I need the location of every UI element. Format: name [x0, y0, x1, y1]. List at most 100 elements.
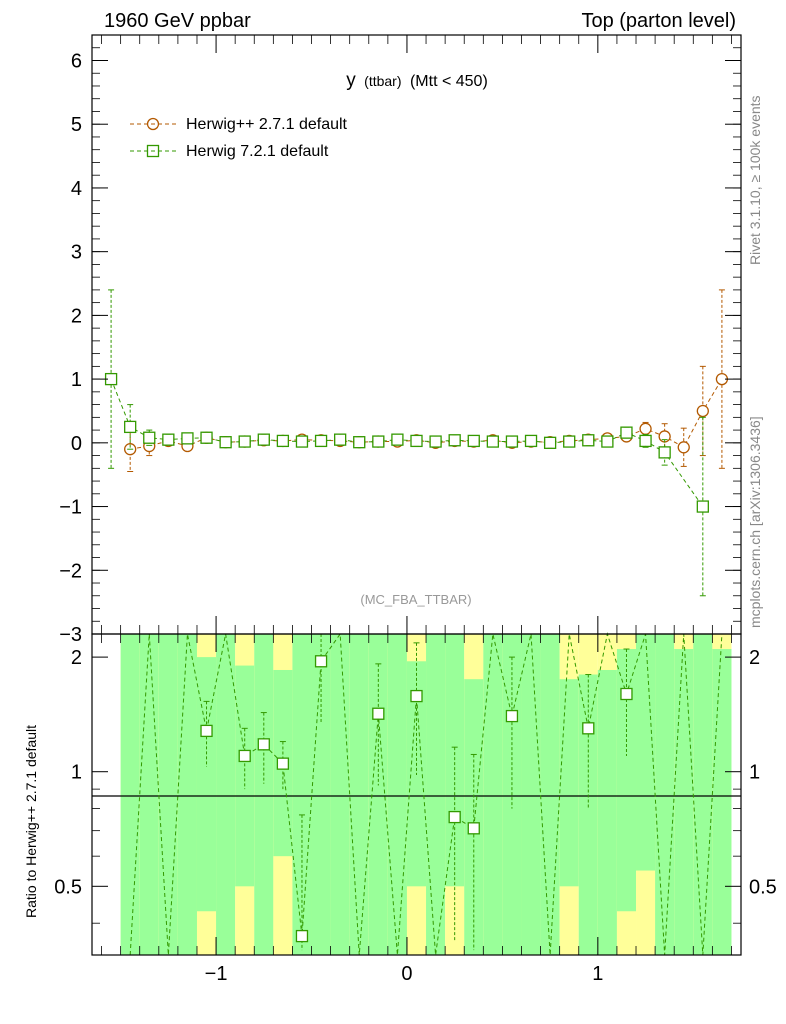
ratio-point [314, 655, 328, 668]
data-point [696, 500, 709, 513]
marker-bg [201, 432, 212, 443]
data-point [448, 434, 461, 447]
ratio-band-green [349, 634, 369, 955]
ratio-marker-bg [621, 688, 632, 699]
ratio-band-green [559, 679, 579, 887]
plot-title-tail: (Mtt < 450) [410, 73, 488, 90]
ratio-band-green [196, 657, 217, 912]
marker-bg [182, 441, 193, 452]
ratio-point [467, 822, 480, 835]
ratio-band-green [616, 649, 637, 912]
ratio-band-green [597, 669, 617, 955]
data-point [563, 435, 576, 448]
ratio-y-tick-label-right: 0.5 [749, 876, 777, 898]
data-point [372, 435, 385, 448]
data-point [391, 433, 404, 446]
marker-bg [640, 423, 651, 434]
ratio-marker-bg [373, 708, 384, 719]
x-tick-label: 0 [401, 963, 412, 985]
x-tick-label: 1 [592, 963, 603, 985]
plot-title-sub: (ttbar) [364, 73, 401, 89]
ratio-band-green [216, 634, 236, 955]
ratio-marks [129, 632, 723, 956]
marker-bg [258, 434, 269, 445]
y-tick-label: 6 [71, 50, 82, 72]
marker-bg [335, 434, 346, 445]
marker-bg [506, 436, 517, 447]
ratio-band-green [636, 634, 656, 871]
marker-bg [640, 435, 651, 446]
ratio-band-green [540, 634, 560, 955]
data-point [582, 434, 595, 447]
ratio-band-green [521, 634, 541, 955]
ratio-marker-bg [583, 723, 594, 734]
marker-bg [468, 435, 479, 446]
data-point [238, 435, 251, 448]
ratio-band-green [330, 634, 350, 955]
upper-marks [104, 289, 729, 597]
y-tick-label: 0 [71, 433, 82, 455]
marker-bg [144, 441, 155, 452]
y-tick-label: 5 [71, 114, 82, 136]
data-point [124, 443, 137, 456]
ratio-point [410, 689, 423, 703]
marker-bg [430, 436, 441, 447]
marker-bg [373, 436, 384, 447]
data-point [620, 426, 633, 439]
ratio-point [257, 738, 270, 751]
ratio-marker-bg [411, 691, 422, 702]
marker-bg [144, 432, 155, 443]
marker-bg [354, 437, 365, 448]
ratio-marker-bg [296, 931, 307, 942]
data-point [276, 434, 290, 448]
x-tick-label: −1 [205, 963, 228, 985]
ratio-band-green [158, 634, 178, 955]
data-point [124, 420, 137, 434]
ratio-band-green [292, 634, 312, 955]
marker-bg [239, 436, 250, 447]
data-point [677, 441, 690, 454]
marker-bg [526, 435, 537, 446]
marker-bg [602, 436, 613, 447]
legend-label: Herwig 7.2.1 default [186, 143, 329, 160]
ratio-bands [120, 634, 732, 955]
data-point [696, 404, 709, 418]
marker-bg [449, 435, 460, 446]
ratio-band-green [693, 634, 713, 955]
ratio-y-tick-label: 0.5 [54, 876, 82, 898]
y-tick-label: 4 [71, 178, 82, 200]
marker-bg [163, 434, 174, 445]
data-point [486, 435, 500, 448]
marker-bg [277, 435, 288, 446]
ratio-band-green [311, 634, 331, 955]
ratio-marker-bg [258, 739, 269, 750]
marker-bg [564, 436, 575, 447]
marker-bg [182, 433, 193, 444]
ratio-series-line [129, 632, 723, 956]
header-right: Top (parton level) [581, 10, 736, 32]
ratio-band-green [120, 634, 140, 955]
analysis-tag: (MC_FBA_TTBAR) [360, 592, 471, 607]
ratio-y-tick-label: 2 [71, 647, 82, 669]
plot-title-main: y [346, 70, 356, 91]
ratio-y-axis-label: Ratio to Herwig++ 2.7.1 default [23, 725, 39, 918]
marker-bg [392, 434, 403, 445]
legend-label: Herwig++ 2.7.1 default [186, 116, 348, 133]
marker-bg [220, 437, 231, 448]
ratio-point [238, 749, 251, 763]
ratio-marker-bg [277, 758, 288, 769]
data-point [639, 434, 652, 448]
ratio-band-green [483, 634, 503, 955]
rivet-label: Rivet 3.1.10, ≥ 100k events [747, 95, 763, 265]
marker-bg [411, 435, 422, 446]
data-point [505, 435, 519, 448]
ratio-band-green [177, 634, 197, 955]
series-line [110, 378, 704, 507]
marker-bg [125, 421, 136, 432]
data-point [162, 433, 175, 446]
ratio-point [448, 810, 461, 824]
ratio-marker-bg [449, 812, 460, 823]
data-point [601, 435, 614, 448]
legend: Herwig++ 2.7.1 default Herwig 7.2.1 defau… [130, 116, 348, 160]
